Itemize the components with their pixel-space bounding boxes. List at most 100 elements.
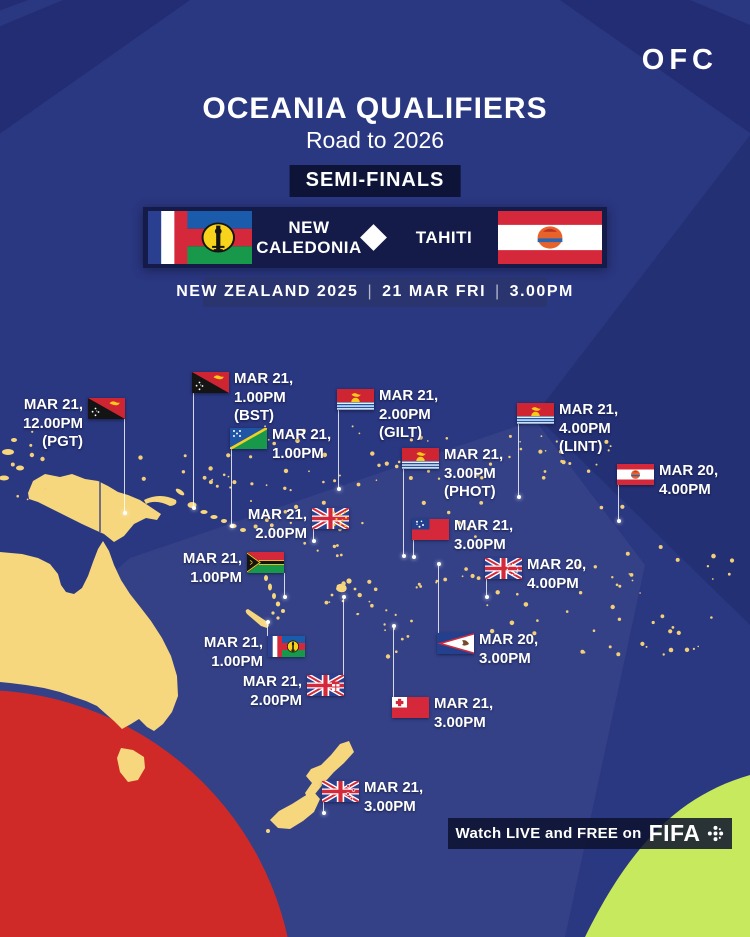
venue-date: 21 MAR FRI bbox=[382, 283, 487, 300]
marker-label-tuvalu: MAR 21, 2.00PM bbox=[248, 506, 307, 543]
marker-pole-french-polynesia bbox=[618, 485, 619, 521]
marker-label-line: MAR 20, bbox=[527, 556, 587, 573]
home-team-line1: NEW bbox=[288, 217, 330, 237]
flag-cook-islands-icon bbox=[485, 558, 522, 579]
marker-pole-solomon-islands bbox=[231, 449, 232, 526]
new-caledonia-island bbox=[245, 609, 269, 628]
marker-label-new-caledonia: MAR 21, 1.00PM bbox=[204, 634, 263, 671]
marker-label-cook-islands: MAR 20, 4.00PM bbox=[527, 556, 586, 593]
location-dot-papua-new-guinea-pgt bbox=[122, 511, 127, 515]
marker-label-new-zealand: MAR 21, 3.00PM bbox=[364, 779, 423, 816]
marker-label-line: 1.00PM bbox=[190, 568, 242, 586]
australia-landmass bbox=[0, 541, 178, 731]
nz-north-island bbox=[305, 741, 354, 799]
marker-label-line: 3.00PM bbox=[479, 649, 531, 667]
flag-tahiti-icon bbox=[498, 211, 602, 264]
marker-label-line: MAR 20, bbox=[479, 631, 539, 648]
tasmania-landmass bbox=[117, 748, 145, 782]
vanuatu-islands bbox=[264, 575, 268, 581]
location-dot-tuvalu bbox=[311, 539, 316, 543]
page-title: OCEANIA QUALIFIERS bbox=[202, 92, 548, 125]
venue-bar: NEW ZEALAND 2025 | 21 MAR FRI | 3.00PM bbox=[176, 277, 572, 307]
marker-pole-vanuatu bbox=[284, 573, 285, 597]
marker-label-line: 1.00PM bbox=[211, 652, 263, 670]
broadcast-banner: Watch LIVE and FREE on FIFA bbox=[448, 818, 732, 849]
home-team-name: NEW CALEDONIA bbox=[252, 207, 366, 268]
marker-label-line: (PGT) bbox=[42, 433, 83, 450]
marker-label-line: 1.00PM bbox=[234, 388, 286, 406]
flag-tuvalu-icon bbox=[312, 508, 349, 529]
marker-pole-tonga bbox=[393, 626, 394, 697]
flag-papua-new-guinea-bst-icon bbox=[192, 372, 229, 393]
location-dot-french-polynesia bbox=[616, 519, 621, 523]
marker-label-line: 3.00PM bbox=[434, 713, 486, 731]
home-team-line2: CALEDONIA bbox=[256, 237, 362, 257]
marker-label-line: MAR 21, bbox=[23, 396, 83, 413]
flag-fiji-icon bbox=[307, 675, 344, 696]
marker-label-line: 3.00PM bbox=[364, 797, 416, 815]
marker-label-papua-new-guinea-bst: MAR 21, 1.00PM (BST) bbox=[234, 370, 293, 426]
marker-pole-kiribati-gilt bbox=[338, 410, 339, 489]
marker-label-line: 3.00PM bbox=[444, 464, 496, 482]
marker-pole-kiribati-phot bbox=[403, 469, 404, 556]
marker-label-tonga: MAR 21, 3.00PM bbox=[434, 695, 493, 732]
marker-label-line: 1.00PM bbox=[272, 444, 324, 462]
marker-label-line: MAR 21, bbox=[444, 446, 504, 463]
marker-label-line: 4.00PM bbox=[559, 419, 611, 437]
marker-label-line: (PHOT) bbox=[444, 483, 496, 500]
location-dot-solomon-islands bbox=[229, 524, 234, 528]
marker-pole-fiji bbox=[343, 597, 344, 675]
marker-label-line: MAR 21, bbox=[364, 779, 424, 796]
marker-pole-kiribati-lint bbox=[518, 424, 519, 497]
marker-pole-american-samoa bbox=[438, 564, 439, 633]
flag-new-zealand-icon bbox=[322, 781, 359, 802]
marker-label-line: 3.00PM bbox=[454, 535, 506, 553]
location-dot-kiribati-gilt bbox=[336, 487, 341, 491]
marker-label-line: MAR 21, bbox=[454, 517, 514, 534]
marker-label-solomon-islands: MAR 21, 1.00PM bbox=[272, 426, 331, 463]
match-card: NEW CALEDONIA TAHITI bbox=[143, 207, 607, 268]
location-dot-new-zealand bbox=[321, 811, 326, 815]
marker-label-line: (LINT) bbox=[559, 438, 603, 455]
location-dot-kiribati-lint bbox=[516, 495, 521, 499]
fiji-islands bbox=[336, 583, 347, 593]
new-britain-island bbox=[144, 496, 177, 506]
location-dot-vanuatu bbox=[282, 595, 287, 599]
flag-tonga-icon bbox=[392, 697, 429, 718]
flag-kiribati-lint-icon bbox=[517, 403, 554, 424]
new-guinea-landmass bbox=[28, 474, 161, 542]
venue-location: NEW ZEALAND 2025 bbox=[176, 283, 359, 300]
flag-american-samoa-icon bbox=[437, 633, 474, 654]
marker-label-line: MAR 20, bbox=[659, 462, 719, 479]
marker-label-french-polynesia: MAR 20, 4.00PM bbox=[659, 462, 718, 499]
stage-badge: SEMI-FINALS bbox=[289, 165, 461, 197]
marker-label-line: MAR 21, bbox=[203, 634, 263, 651]
fifa-plus-logo: FIFA bbox=[648, 820, 701, 846]
away-team-line1: TAHITI bbox=[415, 227, 473, 247]
scattered-islands bbox=[10, 425, 735, 659]
marker-label-line: (GILT) bbox=[379, 424, 423, 441]
nz-south-island bbox=[270, 791, 320, 829]
marker-label-line: 4.00PM bbox=[659, 480, 711, 498]
marker-label-line: MAR 21, bbox=[234, 370, 294, 387]
away-team-name: TAHITI bbox=[387, 207, 501, 268]
marker-label-kiribati-gilt: MAR 21, 2.00PM (GILT) bbox=[379, 387, 438, 443]
flag-new-caledonia-icon bbox=[268, 636, 305, 657]
marker-label-line: MAR 21, bbox=[272, 426, 332, 443]
venue-time: 3.00PM bbox=[509, 283, 574, 300]
marker-label-american-samoa: MAR 20, 3.00PM bbox=[479, 631, 538, 668]
flag-french-polynesia-icon bbox=[617, 464, 654, 485]
location-dot-american-samoa bbox=[436, 562, 441, 566]
location-dot-cook-islands bbox=[484, 595, 489, 599]
marker-pole-new-zealand bbox=[323, 802, 324, 813]
flag-new-caledonia-icon bbox=[148, 211, 252, 264]
location-dot-samoa bbox=[411, 555, 416, 559]
venue-separator: | bbox=[367, 283, 374, 300]
flag-kiribati-gilt-icon bbox=[337, 389, 374, 410]
marker-pole-papua-new-guinea-pgt bbox=[124, 419, 125, 513]
marker-label-fiji: MAR 21, 2.00PM bbox=[243, 673, 302, 710]
marker-label-line: MAR 21, bbox=[247, 506, 307, 523]
marker-label-vanuatu: MAR 21, 1.00PM bbox=[183, 550, 242, 587]
ofc-logo: OFC bbox=[641, 44, 718, 76]
